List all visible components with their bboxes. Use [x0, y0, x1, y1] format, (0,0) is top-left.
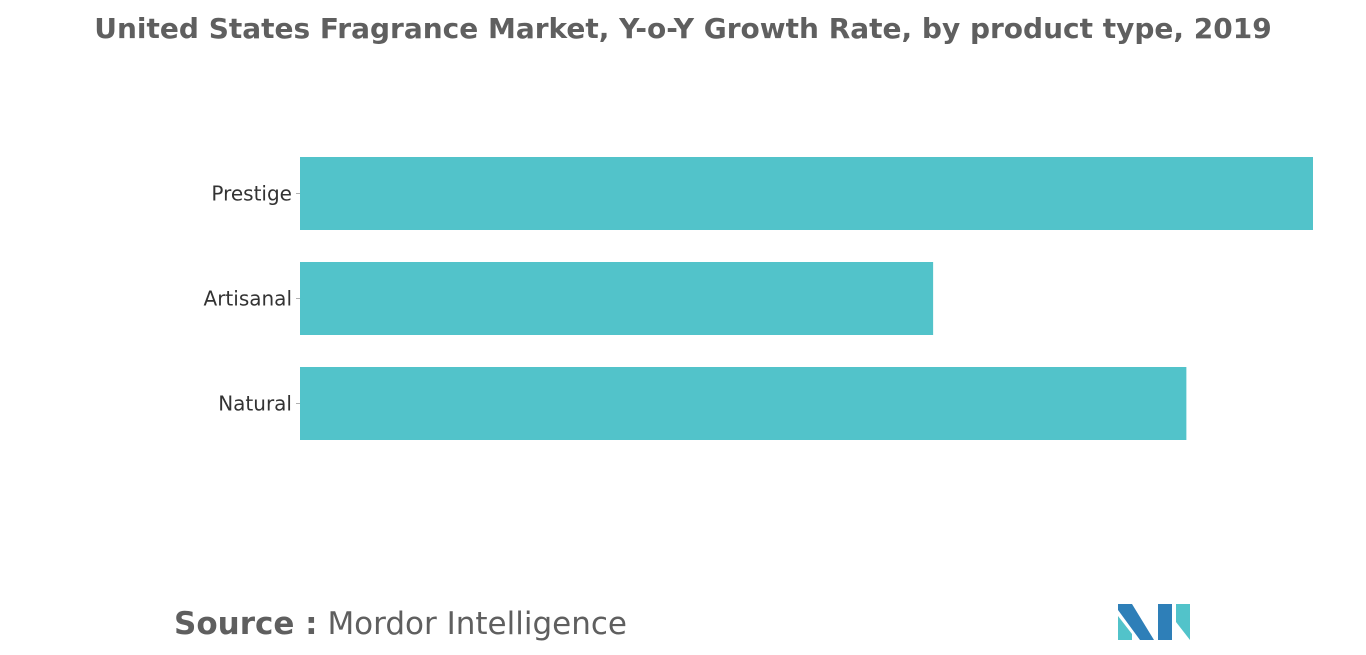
logo-right-shape [1158, 604, 1172, 640]
category-labels-layer: Prestige Artisanal Natural [204, 182, 300, 416]
chart-title: United States Fragrance Market, Y-o-Y Gr… [94, 12, 1272, 45]
logo-middle-shape [1118, 616, 1132, 640]
bar-artisanal [300, 262, 934, 335]
category-label-prestige: Prestige [211, 182, 292, 206]
logo-left-shape [1118, 604, 1154, 640]
category-label-artisanal: Artisanal [204, 287, 292, 311]
logo-right-accent-shape [1176, 604, 1190, 640]
source-label: Source : [174, 606, 318, 642]
bar-natural [300, 367, 1187, 440]
category-label-natural: Natural [218, 392, 292, 416]
source-text: Mordor Intelligence [327, 606, 627, 642]
bar-prestige [300, 157, 1313, 230]
source-line: Source : Mordor Intelligence [174, 606, 627, 642]
bars-layer [300, 157, 1313, 440]
mordor-intelligence-logo-icon [1118, 604, 1190, 640]
bar-chart: Prestige Artisanal Natural [204, 157, 1313, 440]
